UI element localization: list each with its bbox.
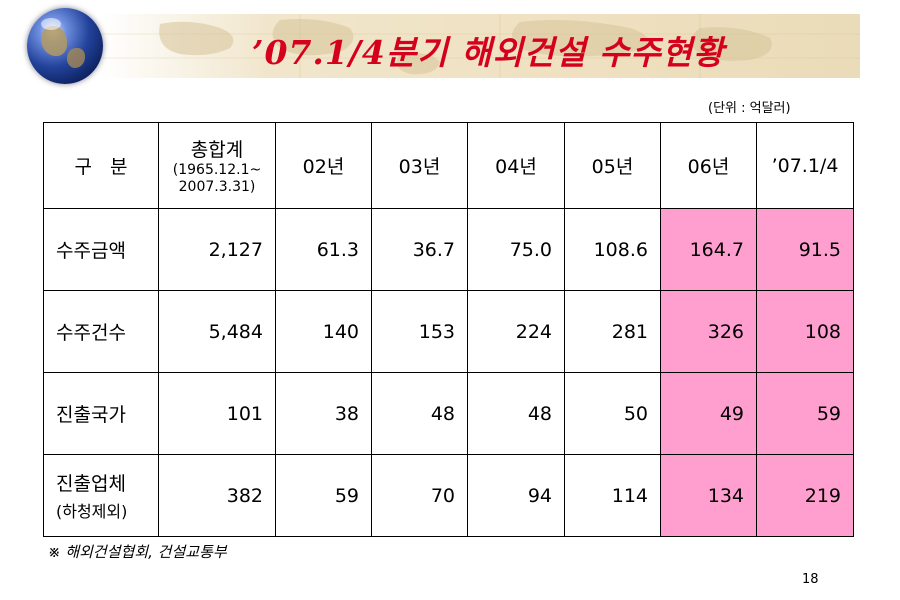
total-cell: 382 [158,454,276,537]
value-cell: 281 [564,290,661,373]
column-header: 02년 [275,122,372,209]
value-cell: 75.0 [467,208,565,291]
world-map-background [100,14,860,78]
total-cell: 5,484 [158,290,276,373]
data-table: 구 분 총합계 (1965.12.1~ 2007.3.31) 02년 03년 0… [43,122,854,537]
value-cell: 61.3 [275,208,372,291]
value-cell-highlighted: 326 [660,290,757,373]
value-cell: 140 [275,290,372,373]
value-cell: 36.7 [371,208,468,291]
column-header: 03년 [371,122,468,209]
table-header-row: 구 분 총합계 (1965.12.1~ 2007.3.31) 02년 03년 0… [43,122,854,209]
row-label: 수주금액 [43,208,159,291]
value-cell-highlighted: 91.5 [756,208,854,291]
globe-land-shape [41,26,67,56]
column-header: 04년 [467,122,565,209]
page-title: ’07.1/4분기 해외건설 수주현황 [252,33,725,72]
row-label: 진출업체 [56,473,126,495]
value-cell: 38 [275,372,372,455]
source-note: ※ 해외건설협회, 건설교통부 [48,543,227,561]
row-label: 수주건수 [43,290,159,373]
globe-highlight [41,18,61,30]
total-header-period: (1965.12.1~ 2007.3.31) [172,162,262,195]
value-cell-highlighted: 219 [756,454,854,537]
value-cell: 114 [564,454,661,537]
value-cell-highlighted: 108 [756,290,854,373]
page-number: 18 [802,572,819,587]
globe-land-shape [67,48,85,68]
row-label-note: (하청제외) [56,502,128,521]
value-cell: 153 [371,290,468,373]
table-row: 진출업체 (하청제외) 382 59 70 94 114 134 219 [43,454,854,537]
total-header: 총합계 (1965.12.1~ 2007.3.31) [158,122,276,209]
total-cell: 2,127 [158,208,276,291]
value-cell: 48 [371,372,468,455]
total-cell: 101 [158,372,276,455]
total-header-label: 총합계 [190,139,244,161]
value-cell-highlighted: 59 [756,372,854,455]
table-row: 수주건수 5,484 140 153 224 281 326 108 [43,290,854,373]
column-header: 06년 [660,122,757,209]
column-header: ’07.1/4 [756,122,854,209]
globe-icon [27,8,103,84]
value-cell: 50 [564,372,661,455]
value-cell: 70 [371,454,468,537]
table-row: 수주금액 2,127 61.3 36.7 75.0 108.6 164.7 91… [43,208,854,291]
value-cell-highlighted: 49 [660,372,757,455]
value-cell: 59 [275,454,372,537]
unit-label: (단위 : 억달러) [708,101,791,116]
value-cell: 48 [467,372,565,455]
value-cell: 94 [467,454,565,537]
value-cell-highlighted: 134 [660,454,757,537]
value-cell-highlighted: 164.7 [660,208,757,291]
row-label-cell: 진출업체 (하청제외) [43,454,159,537]
value-cell: 224 [467,290,565,373]
row-label: 진출국가 [43,372,159,455]
corner-header: 구 분 [43,122,159,209]
value-cell: 108.6 [564,208,661,291]
column-header: 05년 [564,122,661,209]
table-row: 진출국가 101 38 48 48 50 49 59 [43,372,854,455]
header-banner [100,14,860,78]
